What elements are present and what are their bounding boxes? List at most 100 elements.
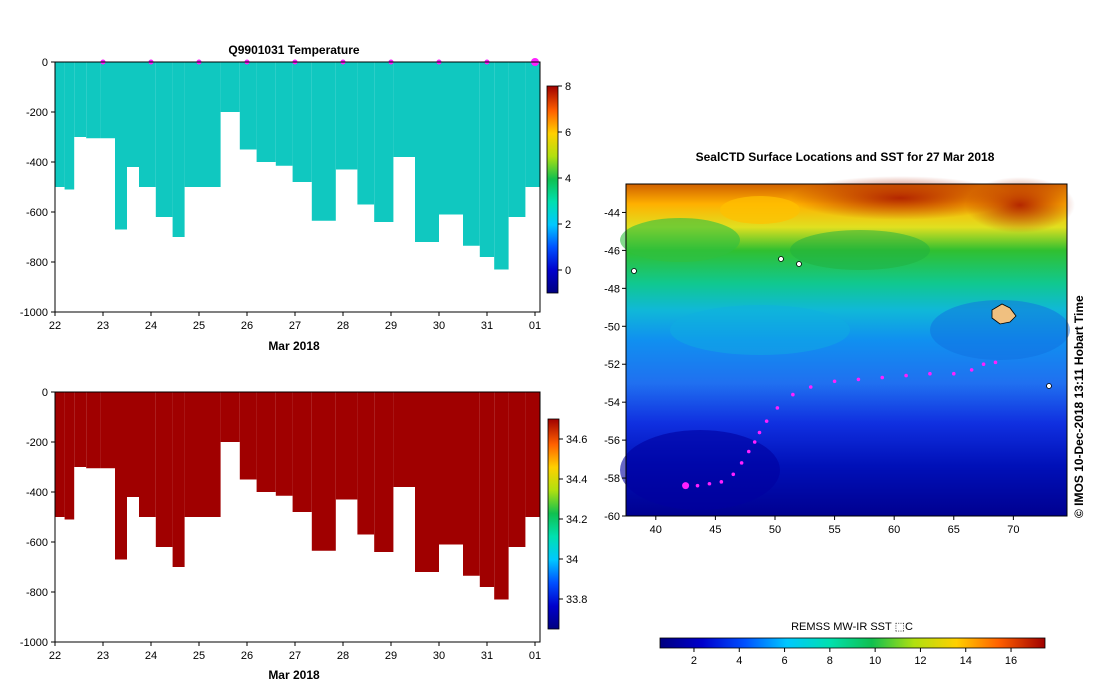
sst-colorbar-tick-label: 8 [827, 655, 833, 667]
sst-colorbar-tick-label: 4 [736, 655, 742, 667]
track-point [993, 360, 998, 365]
y-tick-label: -400 [26, 157, 48, 169]
profile-column [494, 62, 509, 270]
x-tick-label: 29 [385, 320, 397, 332]
x-tick-label: 30 [433, 650, 445, 662]
salinity-x-ticks: 22 23 24 25 26 27 28 29 30 31 01 [49, 642, 541, 662]
temperature-axes [54, 61, 541, 313]
profile-column [199, 392, 221, 517]
track-point [731, 472, 736, 477]
seal-track [682, 360, 998, 490]
track-point [752, 440, 757, 444]
profile-column [357, 62, 375, 205]
profile-column [494, 392, 509, 600]
map-x-ticks: 40 45 50 55 60 65 70 [650, 516, 1019, 536]
profile-column [184, 62, 199, 187]
profile-column [335, 62, 358, 170]
profile-column [525, 62, 540, 187]
temperature-colorbar [546, 85, 559, 294]
track-point [791, 392, 795, 397]
x-tick-label: 27 [289, 650, 301, 662]
profile-column [256, 392, 276, 492]
profile-column [127, 392, 139, 497]
profile-column [415, 392, 439, 572]
track-point [969, 368, 974, 372]
map-x-tick-label: 60 [888, 524, 900, 536]
map-x-tick-label: 55 [828, 524, 840, 536]
profile-column [100, 62, 115, 139]
track-point [739, 461, 744, 465]
profile-column [292, 392, 312, 512]
profile-column [127, 62, 139, 167]
track-point [856, 377, 861, 382]
profile-column [311, 392, 336, 551]
x-tick-label: 29 [385, 650, 397, 662]
colorbar-tick-label: 34 [566, 554, 578, 566]
map-y-tick-label: -56 [604, 435, 620, 447]
map-x-tick-label: 40 [650, 524, 662, 536]
x-tick-label: 24 [145, 320, 157, 332]
x-tick-label: 26 [241, 320, 253, 332]
map-y-tick-label: -46 [604, 245, 620, 257]
colorbar-tick-label: 4 [565, 173, 571, 185]
profile-column [508, 62, 526, 217]
temperature-colorbar-ticks: 8 6 4 2 0 [558, 81, 571, 277]
profile-column [184, 392, 199, 517]
map-y-tick-label: -50 [604, 321, 620, 333]
profile-column [439, 392, 463, 545]
track-point [832, 379, 837, 384]
salinity-panel: 0 -200 -400 -600 -800 -1000 22 23 24 25 26 27 28 29 3… [20, 387, 588, 682]
colorbar-tick-label: 2 [565, 219, 571, 231]
temperature-y-ticks: 0 -200 -400 -600 -800 -1000 [20, 57, 55, 319]
profile-column [199, 62, 221, 187]
profile-column [172, 392, 185, 567]
profile-column [311, 62, 336, 221]
temperature-profiles [55, 62, 540, 270]
colorbar-tick-label: 33.8 [566, 594, 587, 606]
profile-column [239, 392, 257, 480]
sst-map-panel: SealCTD Surface Locations and SST for 27… [604, 150, 1086, 667]
profile-column [256, 62, 276, 162]
profile-column [393, 392, 415, 487]
profile-column [525, 392, 540, 517]
temperature-title: Q9901031 Temperature [228, 43, 360, 57]
x-tick-label: 30 [433, 320, 445, 332]
sst-colorbar-ticks: 2 4 6 8 10 12 14 16 [691, 648, 1017, 667]
map-y-tick-label: -44 [604, 207, 620, 219]
map-x-tick-label: 70 [1007, 524, 1019, 536]
x-tick-label: 23 [97, 320, 109, 332]
y-tick-label: -600 [26, 537, 48, 549]
profile-column [374, 392, 394, 552]
x-tick-label: 22 [49, 650, 61, 662]
map-title: SealCTD Surface Locations and SST for 27… [696, 150, 995, 164]
profile-column [115, 392, 127, 560]
salinity-colorbar-ticks: 34.6 34.4 34.2 34 33.8 [559, 434, 587, 606]
profile-column [239, 62, 257, 150]
sst-colorbar-label: REMSS MW-IR SST ⬚C [791, 621, 913, 633]
y-tick-label: -1000 [20, 307, 48, 319]
profile-column [100, 392, 115, 469]
salinity-y-ticks: 0 -200 -400 -600 -800 -1000 [20, 387, 55, 649]
map-y-tick-label: -52 [604, 359, 620, 371]
x-tick-label: 28 [337, 650, 349, 662]
sst-colorbar-tick-label: 16 [1005, 655, 1017, 667]
profile-column [86, 392, 101, 469]
profile-column [74, 62, 87, 137]
track-point [764, 419, 769, 423]
track-point [707, 481, 712, 486]
profile-column [139, 392, 156, 517]
profile-column [292, 62, 312, 182]
salinity-xlabel: Mar 2018 [268, 668, 320, 682]
track-point [928, 371, 932, 376]
map-y-ticks: -44 -46 -48 -50 -52 -54 -56 -58 -60 [604, 207, 626, 523]
salinity-profiles [55, 392, 540, 600]
colorbar-tick-label: 34.2 [566, 514, 587, 526]
map-y-tick-label: -60 [604, 511, 620, 523]
x-tick-label: 26 [241, 650, 253, 662]
profile-column [86, 62, 101, 139]
profile-column [55, 62, 65, 187]
track-point [682, 482, 690, 490]
profile-column [74, 392, 87, 467]
sst-colorbar [659, 637, 1046, 649]
